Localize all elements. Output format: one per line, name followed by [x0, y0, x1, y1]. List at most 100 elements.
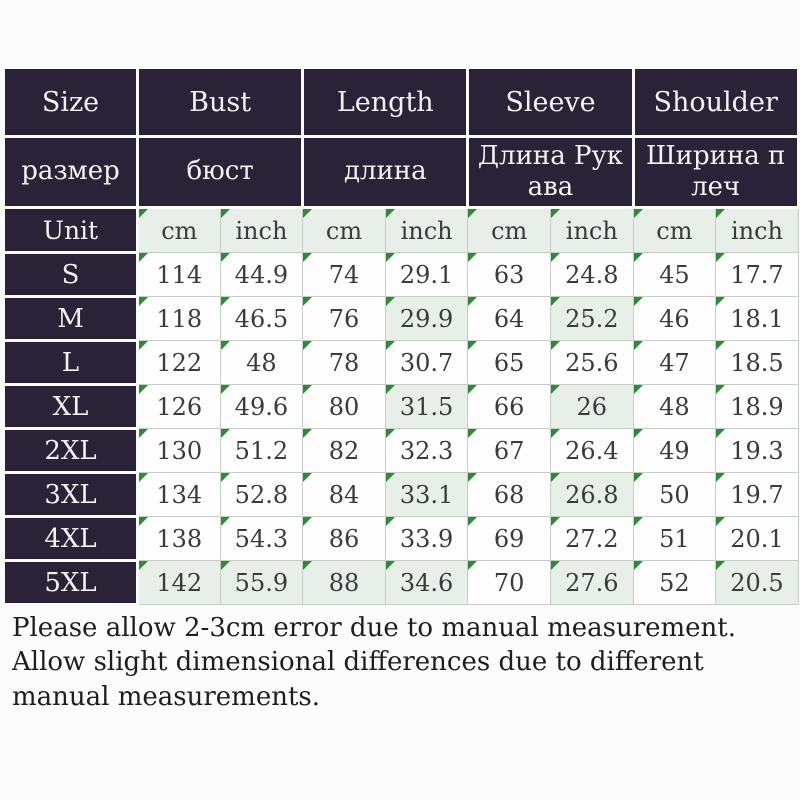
header-row-russian: размер бюст длина Длина Рукава Ширина пл… — [2, 135, 800, 209]
value-cell: 142 — [137, 560, 221, 605]
value-cell: 18.9 — [715, 384, 799, 429]
value-cell: 66 — [467, 384, 551, 429]
table-row: 5XL 142 55.9 88 34.6 70 27.6 52 20.5 — [2, 559, 799, 606]
value-cell: 51.2 — [219, 428, 304, 473]
value-cell: 64 — [467, 296, 551, 341]
size-cell: L — [2, 339, 139, 386]
table-row: M 118 46.5 76 29.9 64 25.2 46 18.1 — [2, 295, 799, 342]
unit-label: Unit — [2, 206, 139, 254]
value-cell: 50 — [632, 472, 717, 517]
size-cell: M — [2, 295, 139, 342]
value-cell: 33.9 — [384, 516, 469, 561]
value-cell: 80 — [302, 384, 386, 429]
size-chart-table: Size Bust Length Sleeve Shoulder размер … — [2, 66, 800, 606]
header-sleeve-ru: Длина Рукава — [466, 135, 635, 209]
value-cell: 25.2 — [549, 296, 634, 341]
value-cell: 18.5 — [715, 340, 799, 385]
table-row: 3XL 134 52.8 84 33.1 68 26.8 50 19.7 — [2, 471, 799, 518]
value-cell: 33.1 — [384, 472, 469, 517]
value-cell: 19.3 — [715, 428, 799, 473]
value-cell: 18.1 — [715, 296, 799, 341]
footer-note: Please allow 2-3cm error due to manual m… — [2, 606, 787, 714]
unit-cell: inch — [219, 207, 304, 253]
unit-cell: cm — [137, 207, 221, 253]
value-cell: 114 — [137, 252, 221, 297]
unit-row: Unit cm inch cm inch cm inch cm inch — [2, 206, 799, 254]
value-cell: 74 — [302, 252, 386, 297]
size-cell: XL — [2, 383, 139, 430]
value-cell: 69 — [467, 516, 551, 561]
footer-line-2: Allow slight dimensional differences due… — [12, 647, 704, 712]
value-cell: 27.6 — [549, 560, 634, 605]
header-row-english: Size Bust Length Sleeve Shoulder — [2, 66, 800, 138]
value-cell: 29.1 — [384, 252, 469, 297]
value-cell: 138 — [137, 516, 221, 561]
value-cell: 130 — [137, 428, 221, 473]
value-cell: 118 — [137, 296, 221, 341]
value-cell: 32.3 — [384, 428, 469, 473]
value-cell: 20.5 — [715, 560, 799, 605]
value-cell: 47 — [632, 340, 717, 385]
header-shoulder: Shoulder — [631, 66, 800, 138]
value-cell: 68 — [467, 472, 551, 517]
value-cell: 51 — [632, 516, 717, 561]
size-cell: S — [2, 251, 139, 298]
unit-cell: cm — [632, 207, 717, 253]
value-cell: 54.3 — [219, 516, 304, 561]
size-chart-page: Size Bust Length Sleeve Shoulder размер … — [2, 66, 800, 714]
unit-cell: inch — [549, 207, 634, 253]
value-cell: 82 — [302, 428, 386, 473]
header-bust-ru: бюст — [135, 135, 305, 209]
header-bust: Bust — [135, 66, 305, 138]
value-cell: 49 — [632, 428, 717, 473]
value-cell: 55.9 — [219, 560, 304, 605]
unit-cell: inch — [384, 207, 469, 253]
value-cell: 20.1 — [715, 516, 799, 561]
table-row: S 114 44.9 74 29.1 63 24.8 45 17.7 — [2, 251, 799, 298]
value-cell: 52.8 — [219, 472, 304, 517]
header-sleeve: Sleeve — [466, 66, 635, 138]
value-cell: 67 — [467, 428, 551, 473]
value-cell: 49.6 — [219, 384, 304, 429]
table-row: 4XL 138 54.3 86 33.9 69 27.2 51 20.1 — [2, 515, 799, 562]
value-cell: 134 — [137, 472, 221, 517]
value-cell: 84 — [302, 472, 386, 517]
value-cell: 30.7 — [384, 340, 469, 385]
header-length: Length — [301, 66, 470, 138]
value-cell: 29.9 — [384, 296, 469, 341]
value-cell: 76 — [302, 296, 386, 341]
size-cell: 2XL — [2, 427, 139, 474]
value-cell: 26 — [549, 384, 634, 429]
value-cell: 46.5 — [219, 296, 304, 341]
size-cell: 4XL — [2, 515, 139, 562]
value-cell: 34.6 — [384, 560, 469, 605]
header-size-ru: размер — [2, 135, 139, 209]
value-cell: 70 — [467, 560, 551, 605]
value-cell: 78 — [302, 340, 386, 385]
value-cell: 26.8 — [549, 472, 634, 517]
header-length-ru: длина — [301, 135, 470, 209]
header-size: Size — [2, 66, 139, 138]
unit-cell: cm — [467, 207, 551, 253]
value-cell: 86 — [302, 516, 386, 561]
value-cell: 88 — [302, 560, 386, 605]
value-cell: 126 — [137, 384, 221, 429]
value-cell: 45 — [632, 252, 717, 297]
table-row: XL 126 49.6 80 31.5 66 26 48 18.9 — [2, 383, 799, 430]
value-cell: 46 — [632, 296, 717, 341]
size-cell: 5XL — [2, 559, 139, 606]
header-shoulder-ru: Ширина плеч — [631, 135, 800, 209]
value-cell: 31.5 — [384, 384, 469, 429]
table-row: 2XL 130 51.2 82 32.3 67 26.4 49 19.3 — [2, 427, 799, 474]
value-cell: 48 — [632, 384, 717, 429]
value-cell: 44.9 — [219, 252, 304, 297]
value-cell: 26.4 — [549, 428, 634, 473]
value-cell: 25.6 — [549, 340, 634, 385]
value-cell: 19.7 — [715, 472, 799, 517]
value-cell: 27.2 — [549, 516, 634, 561]
value-cell: 48 — [219, 340, 304, 385]
footer-line-1: Please allow 2-3cm error due to manual m… — [12, 613, 737, 643]
value-cell: 65 — [467, 340, 551, 385]
value-cell: 17.7 — [715, 252, 799, 297]
table-row: L 122 48 78 30.7 65 25.6 47 18.5 — [2, 339, 799, 386]
